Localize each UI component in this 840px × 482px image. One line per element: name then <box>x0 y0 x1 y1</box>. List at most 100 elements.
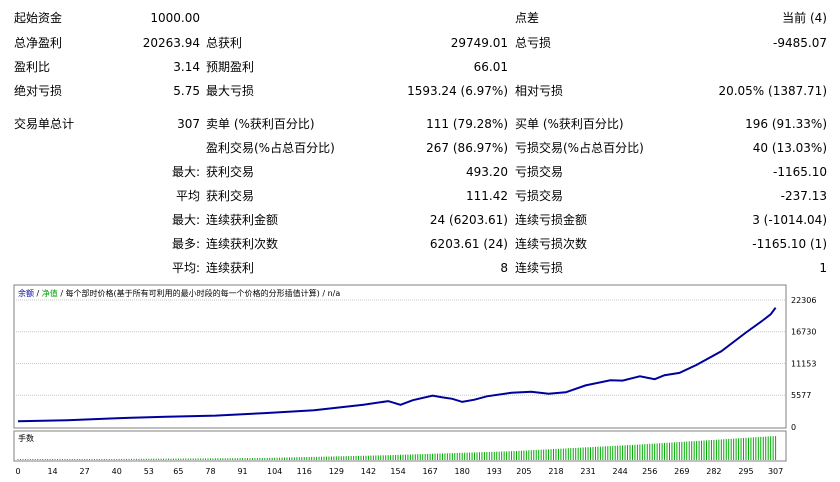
x-tick-label: 282 <box>706 467 721 476</box>
average-consecutive-wins-value: 8 <box>500 261 508 275</box>
spread-label: 点差 <box>515 11 540 25</box>
total-trades-label: 交易单总计 <box>14 117 75 131</box>
average-consecutive-prefix: 平均: <box>171 261 200 275</box>
maximal-drawdown-label: 最大亏损 <box>206 84 255 98</box>
x-axis-ticks: 0 14 27 40 53 65 78 91 104 116 129 142 154 167 180 193 2… <box>15 467 783 476</box>
average-consecutive-losses-label: 连续亏损 <box>515 261 564 275</box>
profit-trades-label: 盈利交易(%占总百分比) <box>206 141 335 155</box>
main-plot-frame <box>13 284 787 429</box>
max-consecutive-losses-money-value: 3 (-1014.04) <box>752 213 827 227</box>
largest-loss-trade-value: -1165.10 <box>773 165 827 179</box>
y-tick-label: 22306 <box>791 296 816 305</box>
lots-label: 手数 <box>18 433 34 443</box>
legend-balance: 余额 <box>18 288 34 298</box>
balance-line <box>17 307 777 423</box>
absolute-drawdown-label: 绝对亏损 <box>14 84 63 98</box>
x-tick-label: 193 <box>487 467 502 476</box>
largest-profit-trade-value: 493.20 <box>466 165 508 179</box>
profit-trades-value: 267 (86.97%) <box>426 141 508 155</box>
gross-profit-value: 29749.01 <box>450 36 508 50</box>
initial-deposit-value: 1000.00 <box>150 11 200 25</box>
balance-chart: 余额 / 净值 / 每个部时价格(基于所有可利用的最小时段的每一个价格的分形插值… <box>0 284 840 479</box>
x-tick-label: 14 <box>47 467 57 476</box>
x-tick-label: 65 <box>173 467 183 476</box>
legend-model: 每个部时价格(基于所有可利用的最小时段的每一个价格的分形插值计算) <box>66 288 320 298</box>
average-loss-trade-label: 亏损交易 <box>515 189 564 203</box>
average-profit-trade-label: 获利交易 <box>206 189 255 203</box>
expected-payoff-label: 预期盈利 <box>206 60 255 74</box>
net-profit-label: 总净盈利 <box>14 36 63 50</box>
y-tick-label: 5577 <box>791 391 811 400</box>
legend-extra: n/a <box>328 289 341 298</box>
legend-sep-1: / <box>34 289 42 298</box>
average-loss-trade-value: -237.13 <box>780 189 827 203</box>
legend: 余额 / 净值 / 每个部时价格(基于所有可利用的最小时段的每一个价格的分形插值… <box>18 288 340 298</box>
x-tick-label: 269 <box>674 467 689 476</box>
long-positions-value: 196 (91.33%) <box>745 117 827 131</box>
y-tick-label: 11153 <box>791 360 816 369</box>
short-positions-label: 卖单 (%获利百分比) <box>206 117 315 131</box>
lots-bars <box>17 436 777 460</box>
x-tick-label: 40 <box>112 467 122 476</box>
x-tick-label: 104 <box>267 467 282 476</box>
initial-deposit-label: 起始资金 <box>14 11 63 25</box>
grid-lines <box>14 299 786 396</box>
max-consecutive-losses-count-value: -1165.10 (1) <box>752 237 827 251</box>
average-consecutive-wins-label: 连续获利 <box>206 261 255 275</box>
y-tick-label: 16730 <box>791 328 816 337</box>
gross-loss-value: -9485.07 <box>773 36 827 50</box>
average-prefix: 平均 <box>175 189 200 203</box>
average-profit-trade-value: 111.42 <box>466 189 508 203</box>
x-tick-label: 129 <box>329 467 344 476</box>
x-tick-label: 167 <box>422 467 437 476</box>
y-axis-ticks: 0 5577 11153 16730 22306 <box>791 296 816 432</box>
relative-drawdown-value: 20.05% (1387.71) <box>718 84 827 98</box>
x-tick-label: 27 <box>80 467 90 476</box>
x-tick-label: 307 <box>768 467 783 476</box>
gross-loss-label: 总亏损 <box>515 36 552 50</box>
expected-payoff-value: 66.01 <box>473 60 508 74</box>
x-tick-label: 256 <box>642 467 657 476</box>
maximal-prefix: 最多: <box>171 237 200 251</box>
legend-equity: 净值 <box>42 288 58 298</box>
loss-trades-label: 亏损交易(%占总百分比) <box>515 141 644 155</box>
largest-profit-trade-label: 获利交易 <box>206 165 255 179</box>
max-consecutive-wins-money-value: 24 (6203.61) <box>429 213 508 227</box>
loss-trades-value: 40 (13.03%) <box>752 141 827 155</box>
max-consecutive-wins-count-value: 6203.61 (24) <box>429 237 508 251</box>
spread-value: 当前 (4) <box>782 11 827 25</box>
max-consecutive-wins-money-label: 连续获利金额 <box>206 213 279 227</box>
x-tick-label: 78 <box>205 467 215 476</box>
largest-prefix: 最大: <box>171 165 200 179</box>
relative-drawdown-label: 相对亏损 <box>515 84 564 98</box>
x-tick-label: 142 <box>361 467 376 476</box>
average-consecutive-losses-value: 1 <box>819 261 827 275</box>
x-tick-label: 91 <box>237 467 247 476</box>
x-tick-label: 154 <box>390 467 405 476</box>
net-profit-value: 20263.94 <box>142 36 200 50</box>
max-consecutive-losses-money-label: 连续亏损金额 <box>515 213 588 227</box>
x-tick-label: 231 <box>580 467 595 476</box>
short-positions-value: 111 (79.28%) <box>426 117 508 131</box>
largest-loss-trade-label: 亏损交易 <box>515 165 564 179</box>
absolute-drawdown-value: 5.75 <box>173 84 200 98</box>
long-positions-label: 买单 (%获利百分比) <box>515 117 624 131</box>
maximum-prefix: 最大: <box>171 213 200 227</box>
max-consecutive-wins-count-label: 连续获利次数 <box>206 237 279 251</box>
x-tick-label: 244 <box>612 467 627 476</box>
gross-profit-label: 总获利 <box>206 36 243 50</box>
x-tick-label: 116 <box>297 467 312 476</box>
max-consecutive-losses-count-label: 连续亏损次数 <box>515 237 588 251</box>
maximal-drawdown-value: 1593.24 (6.97%) <box>407 84 508 98</box>
profit-factor-value: 3.14 <box>173 60 200 74</box>
y-tick-label: 0 <box>791 423 796 432</box>
x-tick-label: 180 <box>455 467 470 476</box>
total-trades-value: 307 <box>177 117 200 131</box>
balance-chart-svg: 余额 / 净值 / 每个部时价格(基于所有可利用的最小时段的每一个价格的分形插值… <box>13 284 816 476</box>
legend-sep-2: / <box>58 289 66 298</box>
x-tick-label: 218 <box>548 467 563 476</box>
legend-sep-3: / <box>320 289 328 298</box>
x-tick-label: 205 <box>516 467 531 476</box>
profit-factor-label: 盈利比 <box>14 60 51 74</box>
x-tick-label: 53 <box>144 467 154 476</box>
